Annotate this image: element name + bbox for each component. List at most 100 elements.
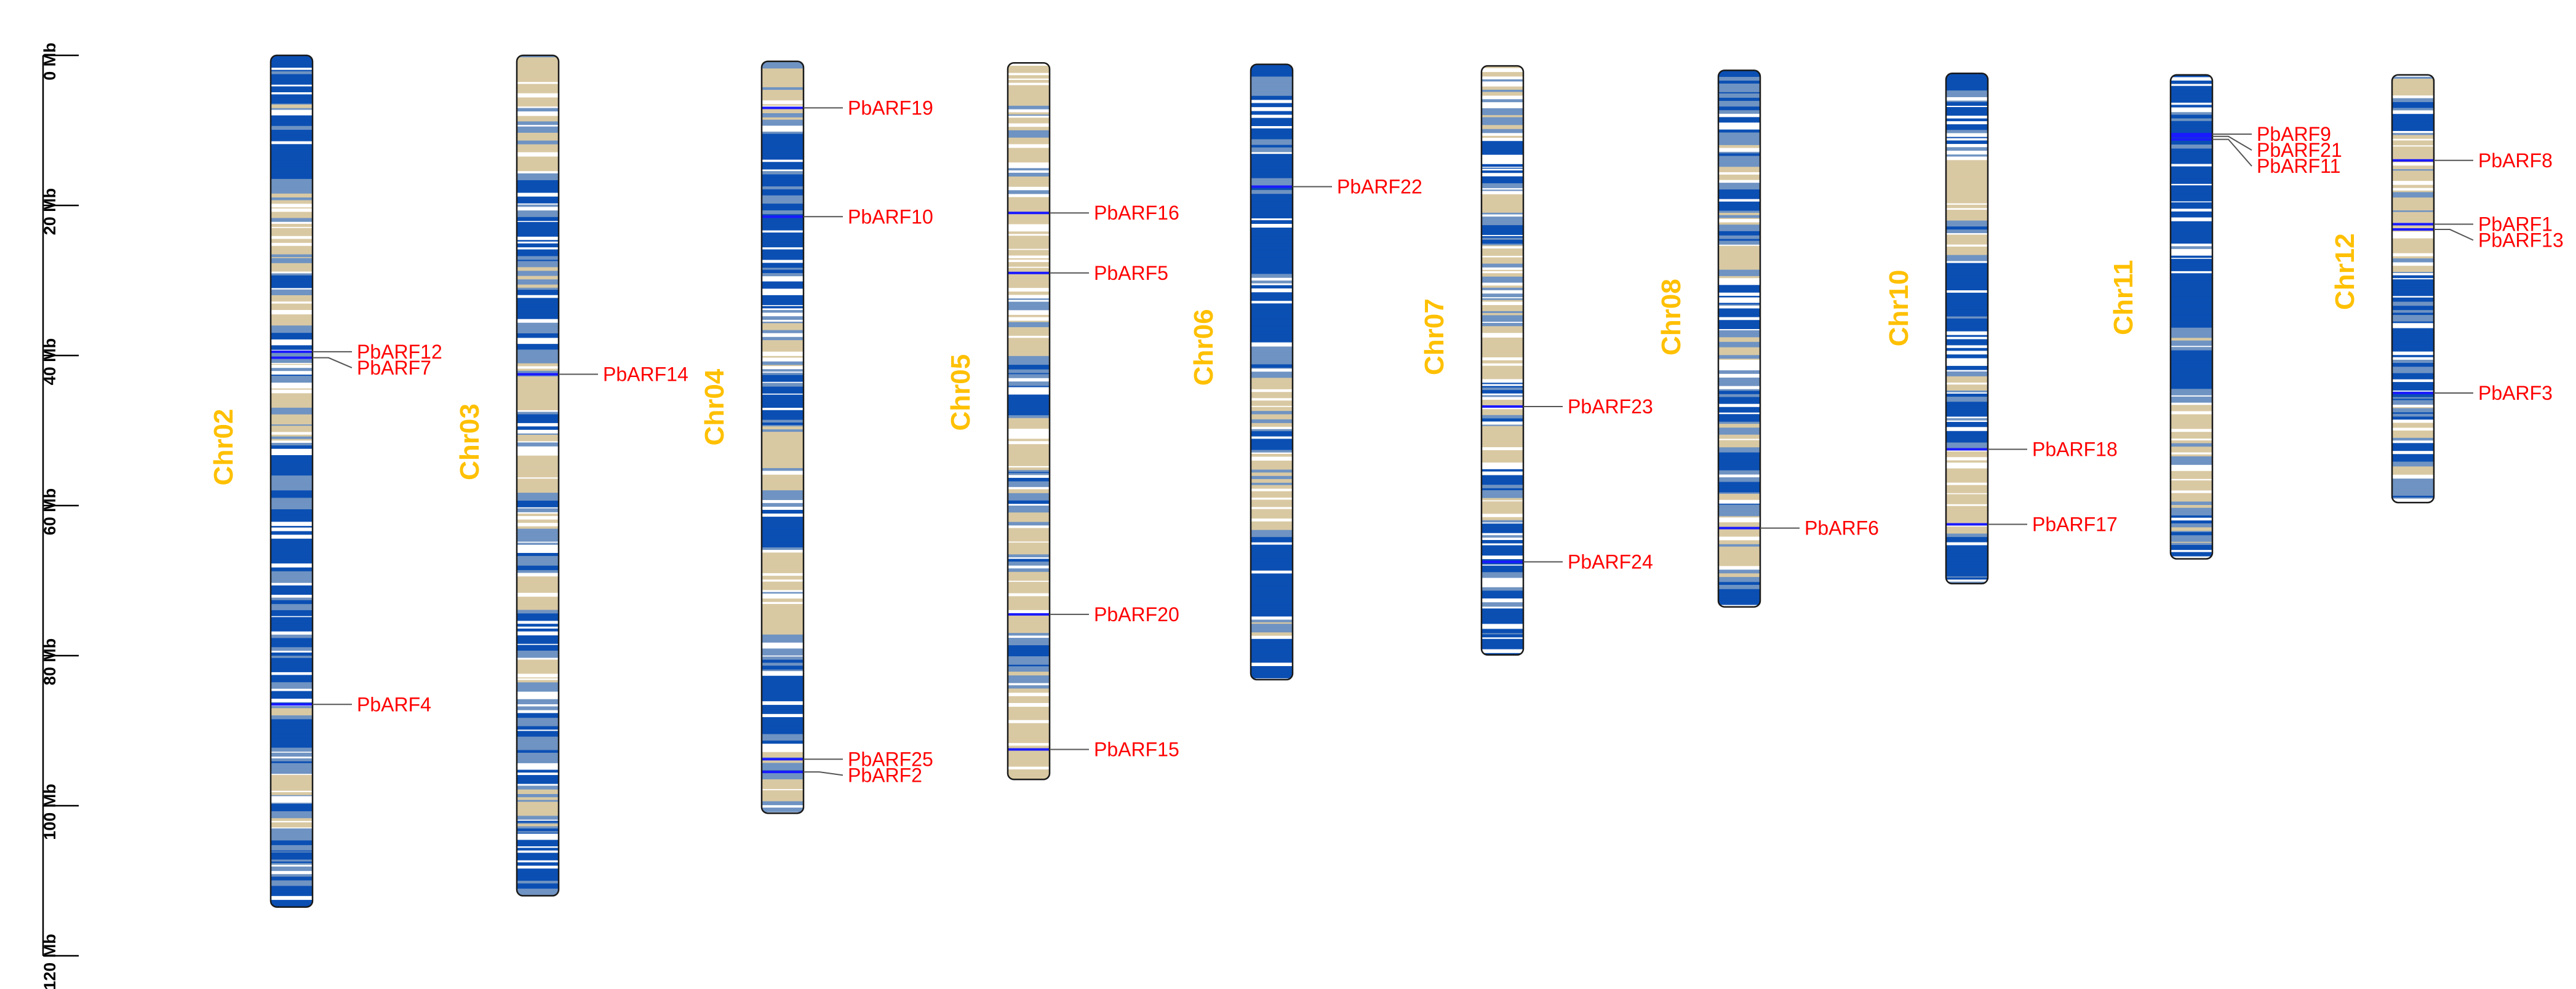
gene-marker [271,703,313,706]
density-bands [1718,70,1760,607]
axis-tick-label: 40 Mb [41,338,59,386]
axis-tick-label: 60 Mb [41,488,59,536]
gene-marker [2392,228,2434,231]
gene-label: PbARF20 [1094,603,1179,626]
density-bands [271,55,313,907]
gene-marker [2392,223,2434,226]
gene-marker [1481,405,1523,408]
gene-marker [762,215,804,218]
density-bands [1251,64,1293,680]
gene-label: PbARF17 [2032,514,2118,536]
gene-label: PbARF15 [1094,739,1179,761]
gene-marker [762,106,804,109]
gene-leader-line [2434,229,2474,241]
chromosome-label: Chr06 [1189,309,1219,386]
scale-axis: 0 Mb 20 Mb 40 Mb 60 Mb 80 Mb 100 Mb 120 Mb [41,42,79,989]
gene-label: PbARF25 [848,748,933,770]
gene-label: PbARF13 [2478,229,2564,252]
gene-label: PbARF14 [603,363,688,386]
gene-marker [2392,392,2434,394]
chromosome-label: Chr03 [455,403,485,480]
gene-label: PbARF16 [1094,202,1179,224]
chromosome-label: Chr12 [2330,233,2360,310]
chromosome-label: Chr07 [1419,298,1449,375]
gene-label: PbARF12 [357,341,442,363]
gene-label: PbARF10 [848,205,933,228]
gene-marker [1946,448,1988,451]
axis-tick-label: 100 Mb [41,784,59,840]
chromosome-chr08: Chr08 PbARF6 [1656,70,1879,608]
gene-marker [1008,212,1050,215]
chromosome-outline [2391,74,2435,504]
gene-marker [2171,138,2212,141]
gene-leader-line [2212,138,2252,167]
gene-label: PbARF5 [1094,262,1168,284]
gene-label: PbARF24 [1568,551,1653,573]
chromosome-label: Chr05 [946,354,976,431]
density-bands [517,55,559,896]
chromosome-outline [1007,62,1051,780]
gene-marker [1008,748,1050,751]
chromosome-chr06: Chr06 PbARF22 [1189,63,1422,681]
chromosome-outline [2169,74,2214,560]
density-bands [762,61,804,814]
chromosome-label: Chr08 [1656,279,1686,355]
density-bands [1946,73,1988,584]
gene-marker [1008,613,1050,616]
gene-label: PbARF19 [848,97,933,119]
gene-label: PbARF7 [357,357,431,379]
gene-leader-line [804,771,843,776]
gene-label: PbARF8 [2478,149,2553,172]
gene-marker [517,373,559,376]
gene-label: PbARF18 [2032,439,2118,461]
chromosome-outline [1717,70,1761,608]
gene-leader-line [2212,135,2252,151]
gene-label: PbARF6 [1804,517,1879,539]
gene-label: PbARF11 [2257,155,2340,177]
gene-label: PbARF21 [2257,139,2342,161]
gene-marker [271,350,313,353]
chromosome-outline [516,54,560,897]
gene-marker [1008,271,1050,274]
gene-marker [2171,135,2212,138]
chromosome-chr03: Chr03 PbARF14 [455,54,688,897]
gene-label: PbARF1 [2478,213,2553,236]
chromosome-outline [1250,63,1294,681]
density-bands [2171,74,2212,559]
chromosome-chr07: Chr07 PbARF23 PbARF24 [1419,65,1653,656]
chromosome-outline [1945,73,1989,585]
gene-marker [1946,523,1988,526]
gene-label: PbARF3 [2478,382,2553,404]
gene-leader-line [313,357,353,368]
chromosome-label: Chr11 [2108,260,2139,335]
density-bands [1481,66,1523,655]
gene-marker [1718,526,1760,530]
chromosome-label: Chr02 [209,409,239,486]
gene-marker [271,356,313,359]
density-bands [2392,74,2434,503]
axis-tick-label: 80 Mb [41,638,59,686]
density-bands [1008,63,1050,780]
gene-label: PbARF9 [2257,123,2331,145]
gene-marker [762,758,804,761]
chromosome-chr05: Chr05 PbARF16 PbARF5 PbARF20 PbARF15 [946,62,1179,780]
gene-marker [2171,133,2212,136]
axis-tick-label: 20 Mb [41,188,59,236]
chromosome-outline [269,54,314,908]
chromosome-chr10: Chr10 PbARF18 PbARF17 [1884,73,2118,585]
axis-tick-label: 120 Mb [41,934,59,989]
gene-label: PbARF22 [1337,176,1422,198]
chromosome-outline [760,60,805,814]
chromosome-label: Chr10 [1884,270,1914,347]
gene-marker [1481,560,1523,563]
chromosome-label: Chr04 [700,368,730,445]
chromosome-outline [1480,65,1525,656]
axis-tick-label: 0 Mb [41,42,59,81]
gene-label: PbARF23 [1568,395,1653,418]
